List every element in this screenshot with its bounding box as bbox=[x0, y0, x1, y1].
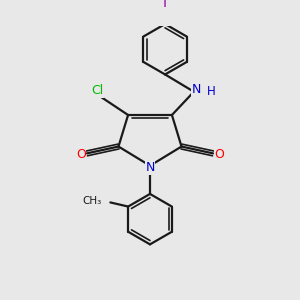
Text: I: I bbox=[163, 0, 167, 11]
Text: N: N bbox=[145, 161, 155, 174]
Text: N: N bbox=[192, 83, 201, 96]
Text: CH₃: CH₃ bbox=[82, 196, 102, 206]
Text: O: O bbox=[214, 148, 224, 161]
Text: H: H bbox=[206, 85, 215, 98]
Text: O: O bbox=[76, 148, 86, 161]
Text: Cl: Cl bbox=[91, 84, 103, 98]
